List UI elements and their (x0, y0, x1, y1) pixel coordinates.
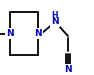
Text: H: H (52, 11, 58, 20)
Text: N: N (34, 29, 42, 38)
Text: N: N (64, 64, 72, 74)
Text: N: N (6, 29, 14, 38)
Text: N: N (51, 17, 59, 26)
